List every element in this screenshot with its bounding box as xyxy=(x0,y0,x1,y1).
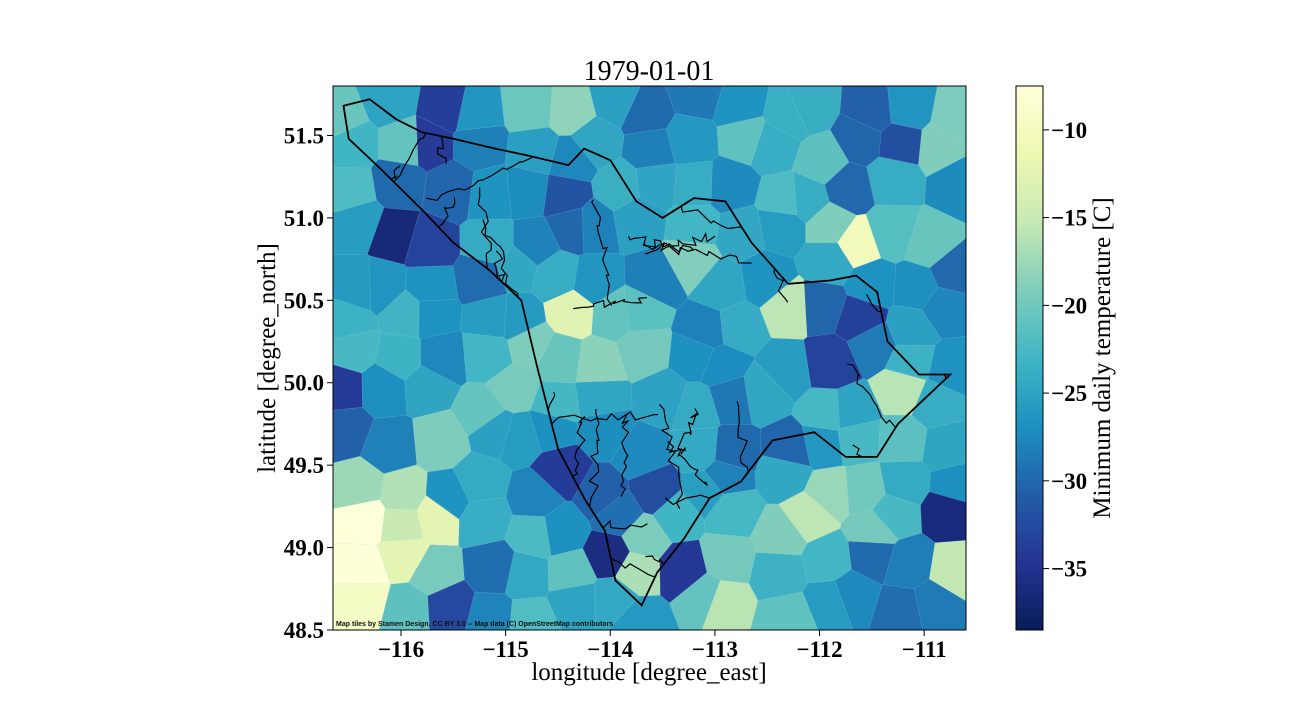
temperature-cell xyxy=(607,594,681,630)
temperature-cell xyxy=(659,239,723,297)
temperature-cell xyxy=(461,539,515,595)
temperature-cell xyxy=(700,343,755,388)
sub-basin-line xyxy=(426,156,534,202)
temperature-cell xyxy=(575,334,629,383)
y-tick-label: 50.0 xyxy=(284,371,324,396)
sub-basin-line xyxy=(588,408,600,509)
temperature-cell xyxy=(882,532,936,590)
temperature-cell xyxy=(333,199,385,255)
colorbar-ticks: −10 −15 −20 −25 −30 −35 xyxy=(1043,118,1087,582)
temperature-cell xyxy=(716,115,766,167)
colorbar-tick-label: −10 xyxy=(1051,118,1087,143)
x-tick-label: −116 xyxy=(378,637,424,662)
temperature-cell xyxy=(866,156,927,207)
temperature-cell xyxy=(669,572,721,630)
x-axis: −116 −115 −114 −113 −112 −111 xyxy=(378,630,947,662)
temperature-cell xyxy=(367,207,421,265)
y-tick-label: 49.5 xyxy=(284,453,324,478)
colorbar-tick-label: −30 xyxy=(1051,469,1087,494)
temperature-cell xyxy=(913,578,966,630)
colorbar-tick-label: −25 xyxy=(1051,381,1087,406)
sub-basin-line xyxy=(667,441,708,486)
y-tick-label: 50.5 xyxy=(284,288,324,313)
colorbar-tick-label: −20 xyxy=(1051,293,1087,318)
colorbar-tick-label: −15 xyxy=(1051,206,1087,231)
sub-basin-line xyxy=(676,408,699,455)
temperature-cell xyxy=(885,304,942,346)
colorbar-gradient xyxy=(1015,85,1044,631)
y-tick-label: 51.5 xyxy=(284,123,324,148)
colorbar: −10 −15 −20 −25 −30 −35 Minimum daily tempera… xyxy=(1015,85,1116,631)
temperature-cell xyxy=(793,242,854,287)
temperature-cell xyxy=(712,86,770,127)
map-panel: Map tiles by Stamen Design, CC BY 3.0 --… xyxy=(332,85,967,631)
map-title: 1979-01-01 xyxy=(584,56,715,87)
temperature-voronoi-cells xyxy=(333,86,966,630)
x-tick-label: −111 xyxy=(902,637,947,662)
temperature-cell xyxy=(333,455,385,510)
temperature-cell xyxy=(506,164,549,221)
temperature-cell xyxy=(803,332,864,390)
temperature-cell xyxy=(380,508,424,542)
sub-basin-line xyxy=(620,413,630,497)
temperature-cell xyxy=(930,86,966,144)
colorbar-label: Minimum daily temperature [C] xyxy=(1089,197,1116,518)
y-tick-label: 49.0 xyxy=(284,536,324,561)
temperature-cell xyxy=(467,163,513,220)
temperature-cell xyxy=(824,161,876,216)
temperature-cell xyxy=(839,509,900,545)
temperature-cell xyxy=(785,86,843,137)
temperature-cell xyxy=(405,265,459,302)
x-tick-label: −112 xyxy=(796,637,842,662)
temperature-cell xyxy=(802,580,854,630)
temperature-cell xyxy=(499,86,553,133)
temperature-cell xyxy=(377,114,419,167)
sub-basin-line xyxy=(643,242,752,264)
x-tick-label: −113 xyxy=(692,637,738,662)
temperature-cell xyxy=(621,127,676,169)
sub-basin-line xyxy=(591,199,613,307)
temperature-cell xyxy=(921,286,966,340)
temperature-cell xyxy=(666,113,720,165)
sub-basin-line xyxy=(573,297,647,310)
y-tick-label: 51.0 xyxy=(284,206,324,231)
colorbar-tick-label: −35 xyxy=(1051,557,1087,582)
temperature-cell xyxy=(759,414,811,467)
y-axis-label: latitude [degree_north] xyxy=(254,243,281,473)
temperature-cell xyxy=(698,532,757,584)
sub-basin-line xyxy=(530,411,658,426)
temperature-cell xyxy=(425,467,470,520)
y-tick-label: 48.5 xyxy=(284,618,324,643)
x-tick-label: −114 xyxy=(587,637,634,662)
temperature-cell xyxy=(509,596,562,630)
temperature-cell xyxy=(467,409,514,461)
temperature-cell xyxy=(506,321,556,372)
sub-basin-line xyxy=(847,363,902,440)
temperature-cell xyxy=(590,156,640,212)
sub-basin-line xyxy=(645,232,716,255)
basin-outline xyxy=(342,98,953,607)
temperature-cell xyxy=(714,423,762,472)
x-tick-label: −115 xyxy=(482,637,528,662)
temperature-cell xyxy=(458,496,514,550)
y-axis: 48.5 49.0 49.5 50.0 50.5 51.0 51.5 xyxy=(284,123,333,643)
sub-basin-line xyxy=(482,219,519,304)
temperature-cell xyxy=(614,551,661,597)
temperature-cell xyxy=(927,335,966,397)
sub-basin-line xyxy=(659,403,683,510)
map-attribution: Map tiles by Stamen Design, CC BY 3.0 --… xyxy=(336,621,613,628)
x-axis-label: longitude [degree_east] xyxy=(531,659,766,686)
temperature-cell xyxy=(749,591,819,630)
temperature-cell xyxy=(710,155,762,215)
temperature-cell xyxy=(878,122,923,166)
temperature-cell xyxy=(834,294,890,342)
map-frame xyxy=(332,85,967,631)
temperature-cell xyxy=(459,293,508,338)
